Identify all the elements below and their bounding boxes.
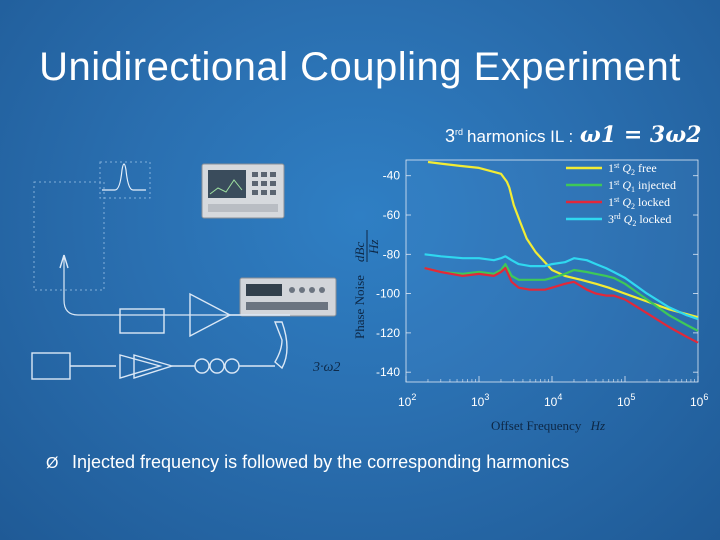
x-axis-label: Offset Frequency Hz [491,418,605,433]
legend-entry: 1st Q2 locked [608,195,670,211]
y-axis-label-main: Phase Noise [352,275,367,339]
bullet-text: Injected frequency is followed by the co… [72,452,570,472]
y-axis-label-unit-bottom: Hz [366,240,381,255]
oscillator-loop [31,254,290,380]
x-ticks: 102 103 104 105 106 [398,376,708,409]
series-line-2 [424,263,699,332]
y-axis-label: Phase Noise dBc Hz [352,230,381,339]
series-lines [424,160,699,344]
equation-prefix-text: harmonics IL : [467,127,574,146]
y-tick-label: -100 [376,287,400,301]
x-tick-label: 106 [690,392,708,409]
setup-diagram [31,161,337,380]
legend-entry: 3rd Q2 locked [608,212,671,228]
x-axis-label-unit: Hz [590,418,605,433]
spectrum-analyzer-icon [201,163,285,219]
x-tick-label: 102 [398,392,416,409]
y-ticks: -40 -60 -80 -100 -120 -140 [376,169,698,379]
y-axis-label-unit-top: dBc [352,242,367,262]
series-line-1 [427,160,699,319]
series-line-4 [424,253,699,321]
y-tick-label: -60 [383,208,401,222]
diagram-label: 3·ω2 [313,360,341,375]
x-tick-label: 103 [471,392,489,409]
dotted-frame [33,161,151,291]
legend-entry: 1st Q2 free [608,161,657,177]
bullet-arrow-icon: Ø [46,455,59,472]
y-tick-label: -140 [376,365,400,379]
equation-prefix-number: 3 [445,126,456,146]
y-tick-label: -80 [383,247,401,261]
equation: ω1 = 3ω2 [579,122,702,148]
equation-prefix-sup: rd [455,127,464,137]
x-tick-label: 105 [617,392,635,409]
signal-generator-icon [239,277,337,317]
legend-entry: 1st Q1 injected [608,178,676,194]
slide-title: Unidirectional Coupling Experiment [39,45,681,89]
series-line-3 [424,267,699,344]
spectrum-icon [102,163,146,191]
x-tick-label: 104 [544,392,562,409]
bullet-point: Ø Injected frequency is followed by the c… [46,452,569,473]
y-tick-label: -120 [376,326,400,340]
equation-line: 3rd harmonics IL : ω1 = 3ω2 [445,122,701,148]
x-axis-label-text: Offset Frequency [491,418,582,433]
y-tick-label: -40 [383,169,401,183]
